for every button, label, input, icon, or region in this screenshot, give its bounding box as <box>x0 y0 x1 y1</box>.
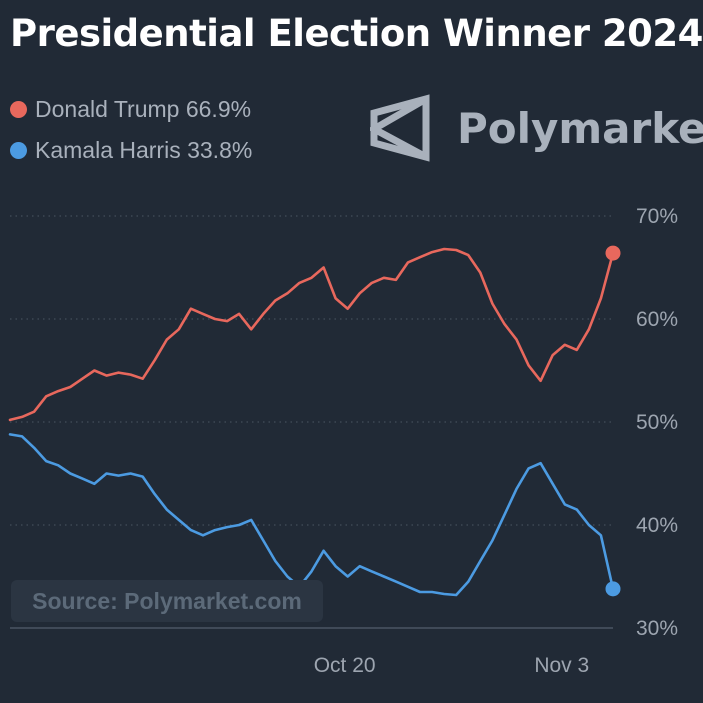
x-axis-ticks: Oct 20 Nov 3 <box>314 654 589 677</box>
y-tick-label: 40% <box>636 514 678 537</box>
y-tick-label: 60% <box>636 308 678 331</box>
brand-name: Polymarket <box>457 103 703 153</box>
legend-dot-trump <box>10 100 27 118</box>
series-endpoint-harris <box>605 581 621 597</box>
series-lines <box>8 245 621 597</box>
source-label: Source: Polymarket.com <box>11 580 323 622</box>
legend-dot-harris <box>10 141 27 159</box>
legend-item-trump: Donald Trump 66.9% <box>10 95 252 123</box>
y-tick-label: 30% <box>636 617 678 640</box>
legend-label-harris: Kamala Harris 33.8% <box>35 136 253 163</box>
grid <box>10 215 613 629</box>
y-axis-ticks: 70% 60% 50% 40% 30% <box>636 205 678 640</box>
x-tick-label: Nov 3 <box>534 654 589 677</box>
x-tick-label: Oct 20 <box>314 654 376 677</box>
series-line-harris <box>8 433 615 597</box>
legend: Donald Trump 66.9% Kamala Harris 33.8% <box>10 95 252 177</box>
y-tick-label: 50% <box>636 411 678 434</box>
legend-label-trump: Donald Trump 66.9% <box>35 95 252 122</box>
polymarket-logo-icon <box>370 94 430 162</box>
y-tick-label: 70% <box>636 205 678 228</box>
chart-title: Presidential Election Winner 2024 <box>10 12 703 55</box>
brand: Polymarket <box>370 93 703 163</box>
series-line-trump <box>8 247 615 422</box>
legend-item-harris: Kamala Harris 33.8% <box>10 136 252 164</box>
series-endpoint-trump <box>605 245 621 261</box>
